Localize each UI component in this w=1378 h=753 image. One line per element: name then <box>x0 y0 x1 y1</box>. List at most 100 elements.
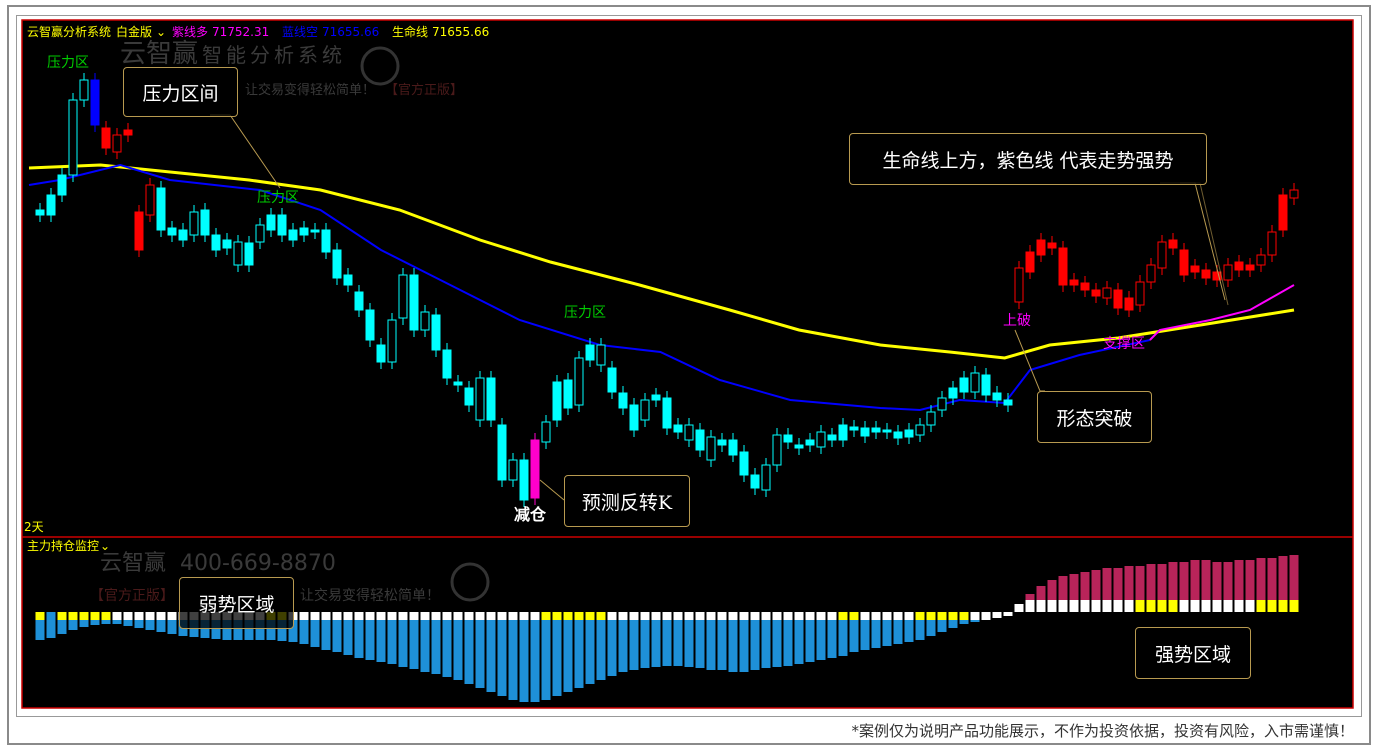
candle <box>541 421 551 443</box>
candle <box>1058 247 1068 286</box>
callout-strong-trend: 生命线上方，紫色线 代表走势强势 <box>849 133 1207 185</box>
callout-reversal-k: 预测反转K <box>564 475 690 527</box>
position-bar <box>1289 555 1299 612</box>
candle <box>1190 265 1200 273</box>
candle <box>1234 261 1244 271</box>
candle <box>695 429 705 451</box>
position-bar-cap <box>387 612 397 620</box>
candle <box>849 426 859 431</box>
candle <box>1245 264 1255 271</box>
life-line-value: 71655.66 <box>432 25 489 39</box>
candle <box>805 439 815 446</box>
position-bar-cap <box>596 612 606 620</box>
position-bar <box>519 612 529 702</box>
position-bar <box>1245 560 1255 612</box>
breakout-label: 上破 <box>1003 313 1031 329</box>
position-bar-cap <box>299 612 309 620</box>
position-bar-cap <box>838 612 848 620</box>
candle <box>640 399 650 421</box>
candle <box>1124 297 1134 311</box>
candle <box>178 229 188 241</box>
position-bar-cap <box>365 612 375 620</box>
position-bar <box>860 612 870 650</box>
position-bar <box>1267 558 1277 612</box>
position-bar <box>1102 568 1112 612</box>
position-bar <box>838 612 848 656</box>
position-bar-cap <box>750 612 760 620</box>
watermark-brand: 云智赢 <box>120 39 198 69</box>
position-bar <box>596 612 606 680</box>
candle <box>145 184 155 216</box>
position-bar <box>805 612 815 662</box>
candle <box>1091 289 1101 297</box>
pressure-label: 压力区 <box>257 190 299 206</box>
position-bar-cap <box>882 612 892 620</box>
position-bar-cap <box>1113 600 1123 612</box>
candle <box>1003 399 1013 406</box>
candle <box>409 274 419 331</box>
candle <box>816 431 826 448</box>
position-bar <box>156 612 166 632</box>
position-bar <box>453 612 463 680</box>
position-bar <box>541 612 551 700</box>
candle <box>717 439 727 446</box>
chevron-down-icon[interactable]: ⌄ <box>156 25 166 39</box>
position-bar <box>904 612 914 642</box>
watermark-official: 【官方正版】 <box>385 82 463 98</box>
callout-weak-zone: 弱势区域 <box>179 577 294 629</box>
position-bar-cap <box>607 612 617 620</box>
position-bar-cap <box>1124 600 1134 612</box>
position-bar-cap <box>739 612 749 620</box>
position-bar-cap <box>948 612 958 620</box>
position-bar <box>563 612 573 692</box>
position-bar-cap <box>453 612 463 620</box>
candle <box>651 394 661 401</box>
edition-dropdown[interactable]: 白金版 <box>116 24 152 39</box>
position-bar-cap <box>46 612 56 620</box>
position-bar <box>673 612 683 666</box>
position-bar <box>442 612 452 677</box>
life-line-label: 生命线 <box>392 24 428 39</box>
position-bar <box>750 612 760 670</box>
position-bar <box>1113 568 1123 612</box>
position-bar <box>585 612 595 684</box>
candle <box>629 404 639 431</box>
position-bar-cap <box>981 612 991 620</box>
chevron-down-icon[interactable]: ⌄ <box>100 539 110 553</box>
position-bar-cap <box>343 612 353 620</box>
position-bar-cap <box>57 612 67 620</box>
candle <box>68 99 78 176</box>
candle <box>915 424 925 436</box>
blue-line-label: 蓝线空 <box>282 25 318 39</box>
position-bar-cap <box>90 612 100 620</box>
disclaimer: *案例仅为说明产品功能展示，不作为投资依据，投资有风险，入市需谨慎！ <box>851 722 1354 740</box>
candle <box>420 311 430 331</box>
purple-line <box>1149 284 1295 341</box>
position-bar-cap <box>1223 600 1233 612</box>
sub-panel-title[interactable]: 主力持仓监控 <box>27 538 99 553</box>
position-bar-cap <box>332 612 342 620</box>
candle <box>728 439 738 456</box>
candle <box>1157 241 1167 269</box>
candle <box>321 229 331 253</box>
app-title: 云智赢分析系统 <box>27 24 111 39</box>
candle <box>277 214 287 236</box>
candle <box>761 464 771 491</box>
candle <box>442 349 452 379</box>
position-bar-cap <box>849 612 859 620</box>
position-bar <box>607 612 617 676</box>
reduce-position-label: 减仓 <box>514 505 547 524</box>
candle <box>563 379 573 409</box>
position-bar-cap <box>1245 600 1255 612</box>
candle <box>453 381 463 386</box>
candle <box>937 397 947 411</box>
support-label: 支撑区 <box>1103 336 1145 352</box>
candle <box>904 429 914 438</box>
position-bar <box>1234 560 1244 612</box>
position-bar-cap <box>662 612 672 620</box>
candle <box>530 439 540 499</box>
position-bar <box>893 612 903 644</box>
position-bar-cap <box>706 612 716 620</box>
position-bar-cap <box>420 612 430 620</box>
pressure-label: 压力区 <box>564 305 606 321</box>
